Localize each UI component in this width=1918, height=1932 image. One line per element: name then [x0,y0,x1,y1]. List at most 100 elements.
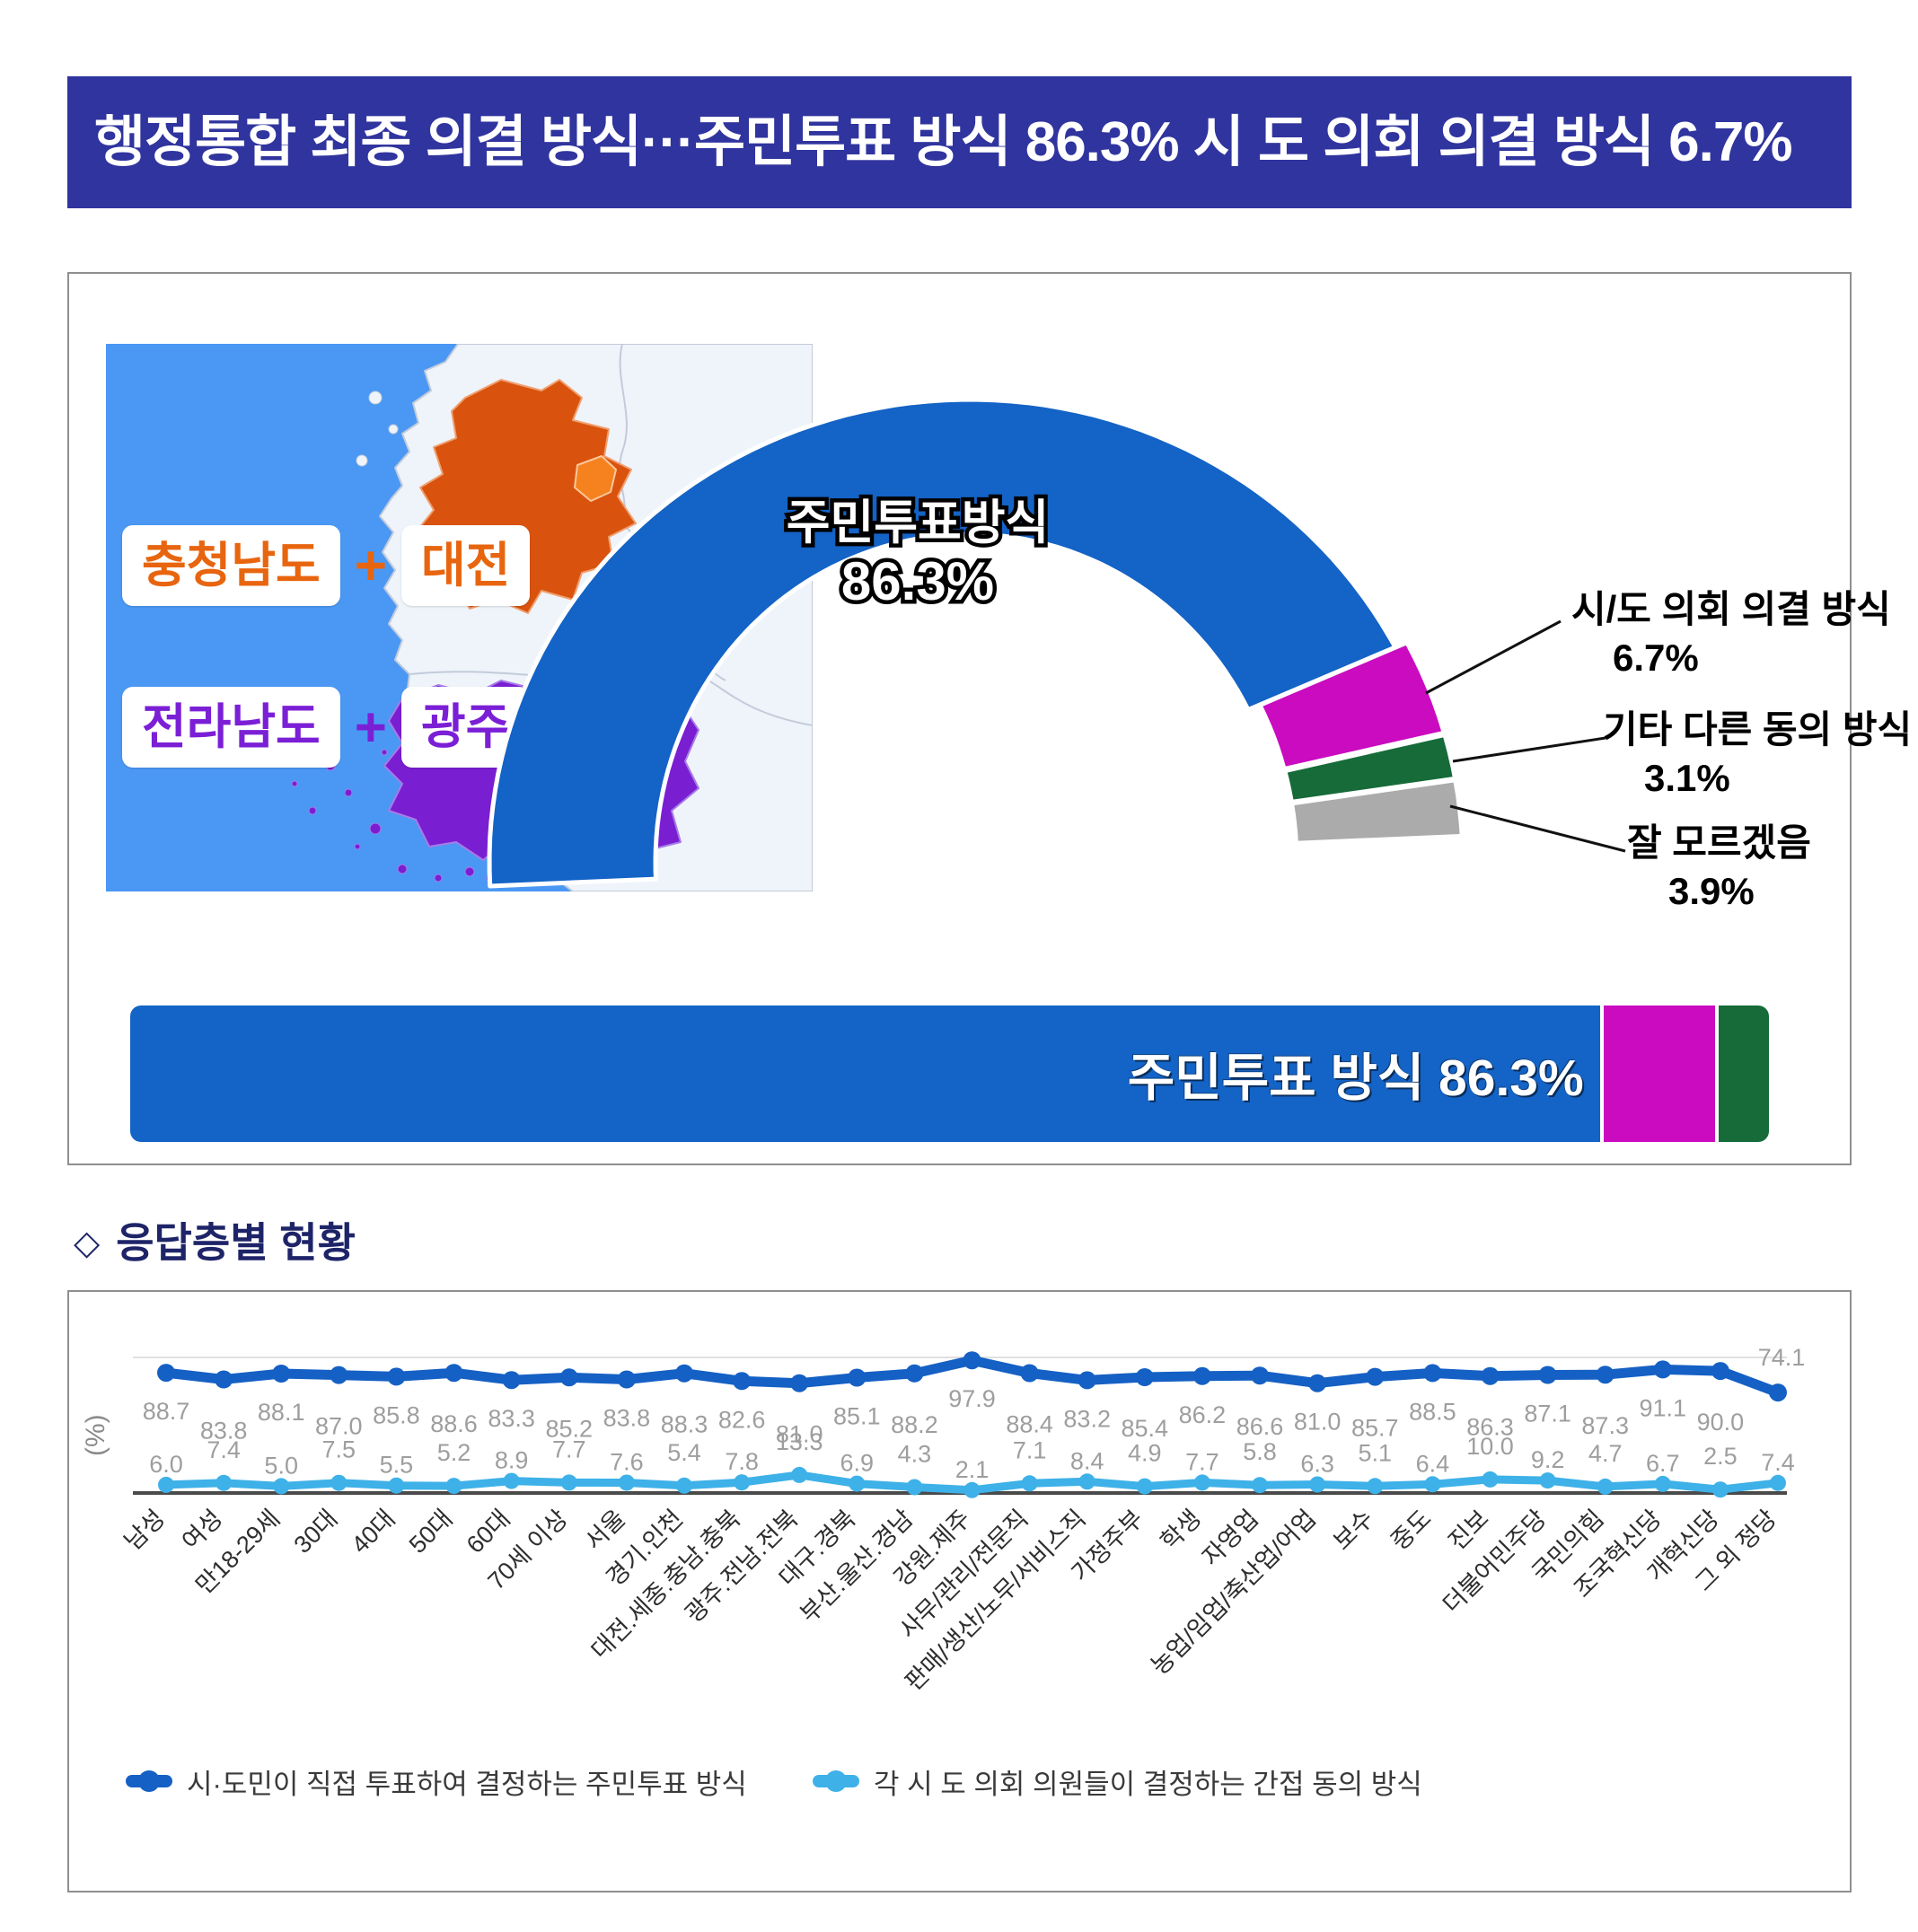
value-label: 83.8 [603,1405,651,1432]
data-point [790,1374,809,1392]
data-point [445,1478,462,1495]
value-label: 6.7 [1646,1450,1680,1477]
half-donut-gauge: 주민투표방식 86.3% [487,397,1626,889]
value-label: 7.1 [1013,1436,1047,1463]
data-point [1770,1474,1786,1491]
value-label: 81.0 [776,1421,823,1448]
value-label: 91.1 [1640,1394,1687,1421]
data-point [330,1474,348,1491]
value-label: 4.9 [1128,1440,1162,1467]
data-point [1481,1366,1500,1385]
value-label: 7.7 [1185,1448,1219,1475]
value-label: 85.8 [373,1401,420,1428]
value-label: 9.2 [1531,1446,1565,1473]
data-point [1654,1475,1671,1492]
callout-line-3 [1449,804,1626,853]
legend-item-direct-vote: 시·도민이 직접 투표하여 결정하는 주민투표 방식 [126,1761,747,1801]
legend-label-indirect-consent: 각 시 도 의회 의원들이 결정하는 간접 동의 방식 [874,1768,1422,1800]
callout-unknown-name: 잘 모르겠음 [1627,821,1811,864]
value-label: 2.1 [955,1456,990,1483]
section-title-text: 응답층별 현황 [116,1219,356,1266]
category-label: 서울 [580,1505,630,1555]
data-point [1769,1383,1787,1402]
value-label: 4.3 [898,1441,932,1468]
map-island [356,454,368,467]
legend-marker-light-blue [813,1770,859,1792]
value-label: 83.3 [488,1405,535,1432]
value-label: 8.9 [495,1447,529,1474]
gauge-segments [487,397,1465,889]
callout-line-1 [1425,619,1562,695]
category-label: 여성 [177,1505,227,1555]
value-label: 86.2 [1179,1401,1227,1428]
value-label: 88.4 [1006,1411,1053,1438]
respondent-line-chart: 88.7 83.8 88.1 87.0 85.8 88.6 83.3 85.2 83.8 88.3… [119,1344,1806,1696]
map-island [388,424,399,435]
value-label: 85.7 [1351,1415,1399,1442]
category-label: 보수 [1328,1505,1378,1555]
data-point [1078,1473,1095,1490]
data-point [1021,1475,1038,1492]
data-point [675,1364,693,1383]
value-label: 5.2 [437,1439,471,1466]
data-point [1482,1471,1499,1488]
gauge-segment-0 [487,397,1398,889]
gauge-segment-3 [1289,777,1465,846]
y-axis-label: (%) [81,1414,110,1456]
data-point [330,1366,348,1384]
callout-council-name: 시/도 의회 의결 방식 [1571,588,1891,630]
value-label: 5.0 [264,1452,298,1479]
data-point [1078,1371,1096,1390]
data-point [1192,1366,1211,1385]
region-label-daejeon: 대전 [400,525,531,606]
callout-other-name: 기타 다른 동의 방식 [1603,708,1913,751]
data-point [1366,1367,1385,1386]
region-label-jeonnam: 전라남도 [122,687,340,768]
data-point [388,1477,405,1494]
data-point [676,1477,692,1494]
data-point [1424,1476,1441,1493]
value-label: 5.4 [667,1439,701,1466]
data-point [1251,1366,1269,1385]
data-point [1597,1478,1614,1495]
category-label: 학생 [1156,1505,1206,1555]
value-label: 6.3 [1300,1451,1334,1478]
value-label: 7.6 [610,1449,644,1476]
data-point [1423,1364,1442,1383]
value-label: 83.2 [1063,1405,1111,1432]
value-label: 7.8 [725,1448,759,1475]
data-point [963,1481,981,1498]
category-label: 40대 [347,1505,400,1559]
data-point [1135,1368,1154,1386]
data-point [273,1478,290,1495]
legend-label-direct-vote: 시·도민이 직접 투표하여 결정하는 주민투표 방식 [187,1768,747,1800]
callout-council-value: 6.7% [1613,637,1699,679]
category-label: 진보 [1443,1505,1493,1555]
value-label: 88.7 [143,1398,190,1425]
data-point [791,1466,808,1483]
stacked-bar: 주민투표 방식 86.3% [130,1006,1836,1142]
data-point [560,1474,577,1491]
value-label: 97.9 [948,1385,996,1412]
bar-segment-0: 주민투표 방식 86.3% [130,1006,1600,1142]
callout-unknown: 잘 모르겠음 3.9% [1627,819,1811,916]
callout-unknown-value: 3.9% [1668,870,1755,912]
callout-council: 시/도 의회 의결 방식 6.7% [1571,585,1891,682]
value-label: 74.1 [1758,1344,1806,1371]
value-label: 88.2 [891,1411,938,1438]
data-point [733,1372,752,1391]
callout-other-value: 3.1% [1644,757,1730,799]
section-title: ◇ 응답층별 현황 [74,1210,356,1269]
plus-icon: + [354,696,387,759]
plus-icon: + [354,534,387,597]
data-point [1596,1366,1614,1384]
value-label: 7.4 [207,1436,241,1463]
data-point [1136,1478,1153,1495]
data-point [848,1368,867,1387]
data-point [734,1474,751,1491]
data-point [1538,1366,1557,1384]
legend-item-indirect-consent: 각 시 도 의회 의원들이 결정하는 간접 동의 방식 [813,1761,1422,1801]
value-label: 85.2 [546,1415,594,1442]
respondent-panel [67,1290,1852,1892]
value-label: 86.6 [1236,1413,1284,1440]
